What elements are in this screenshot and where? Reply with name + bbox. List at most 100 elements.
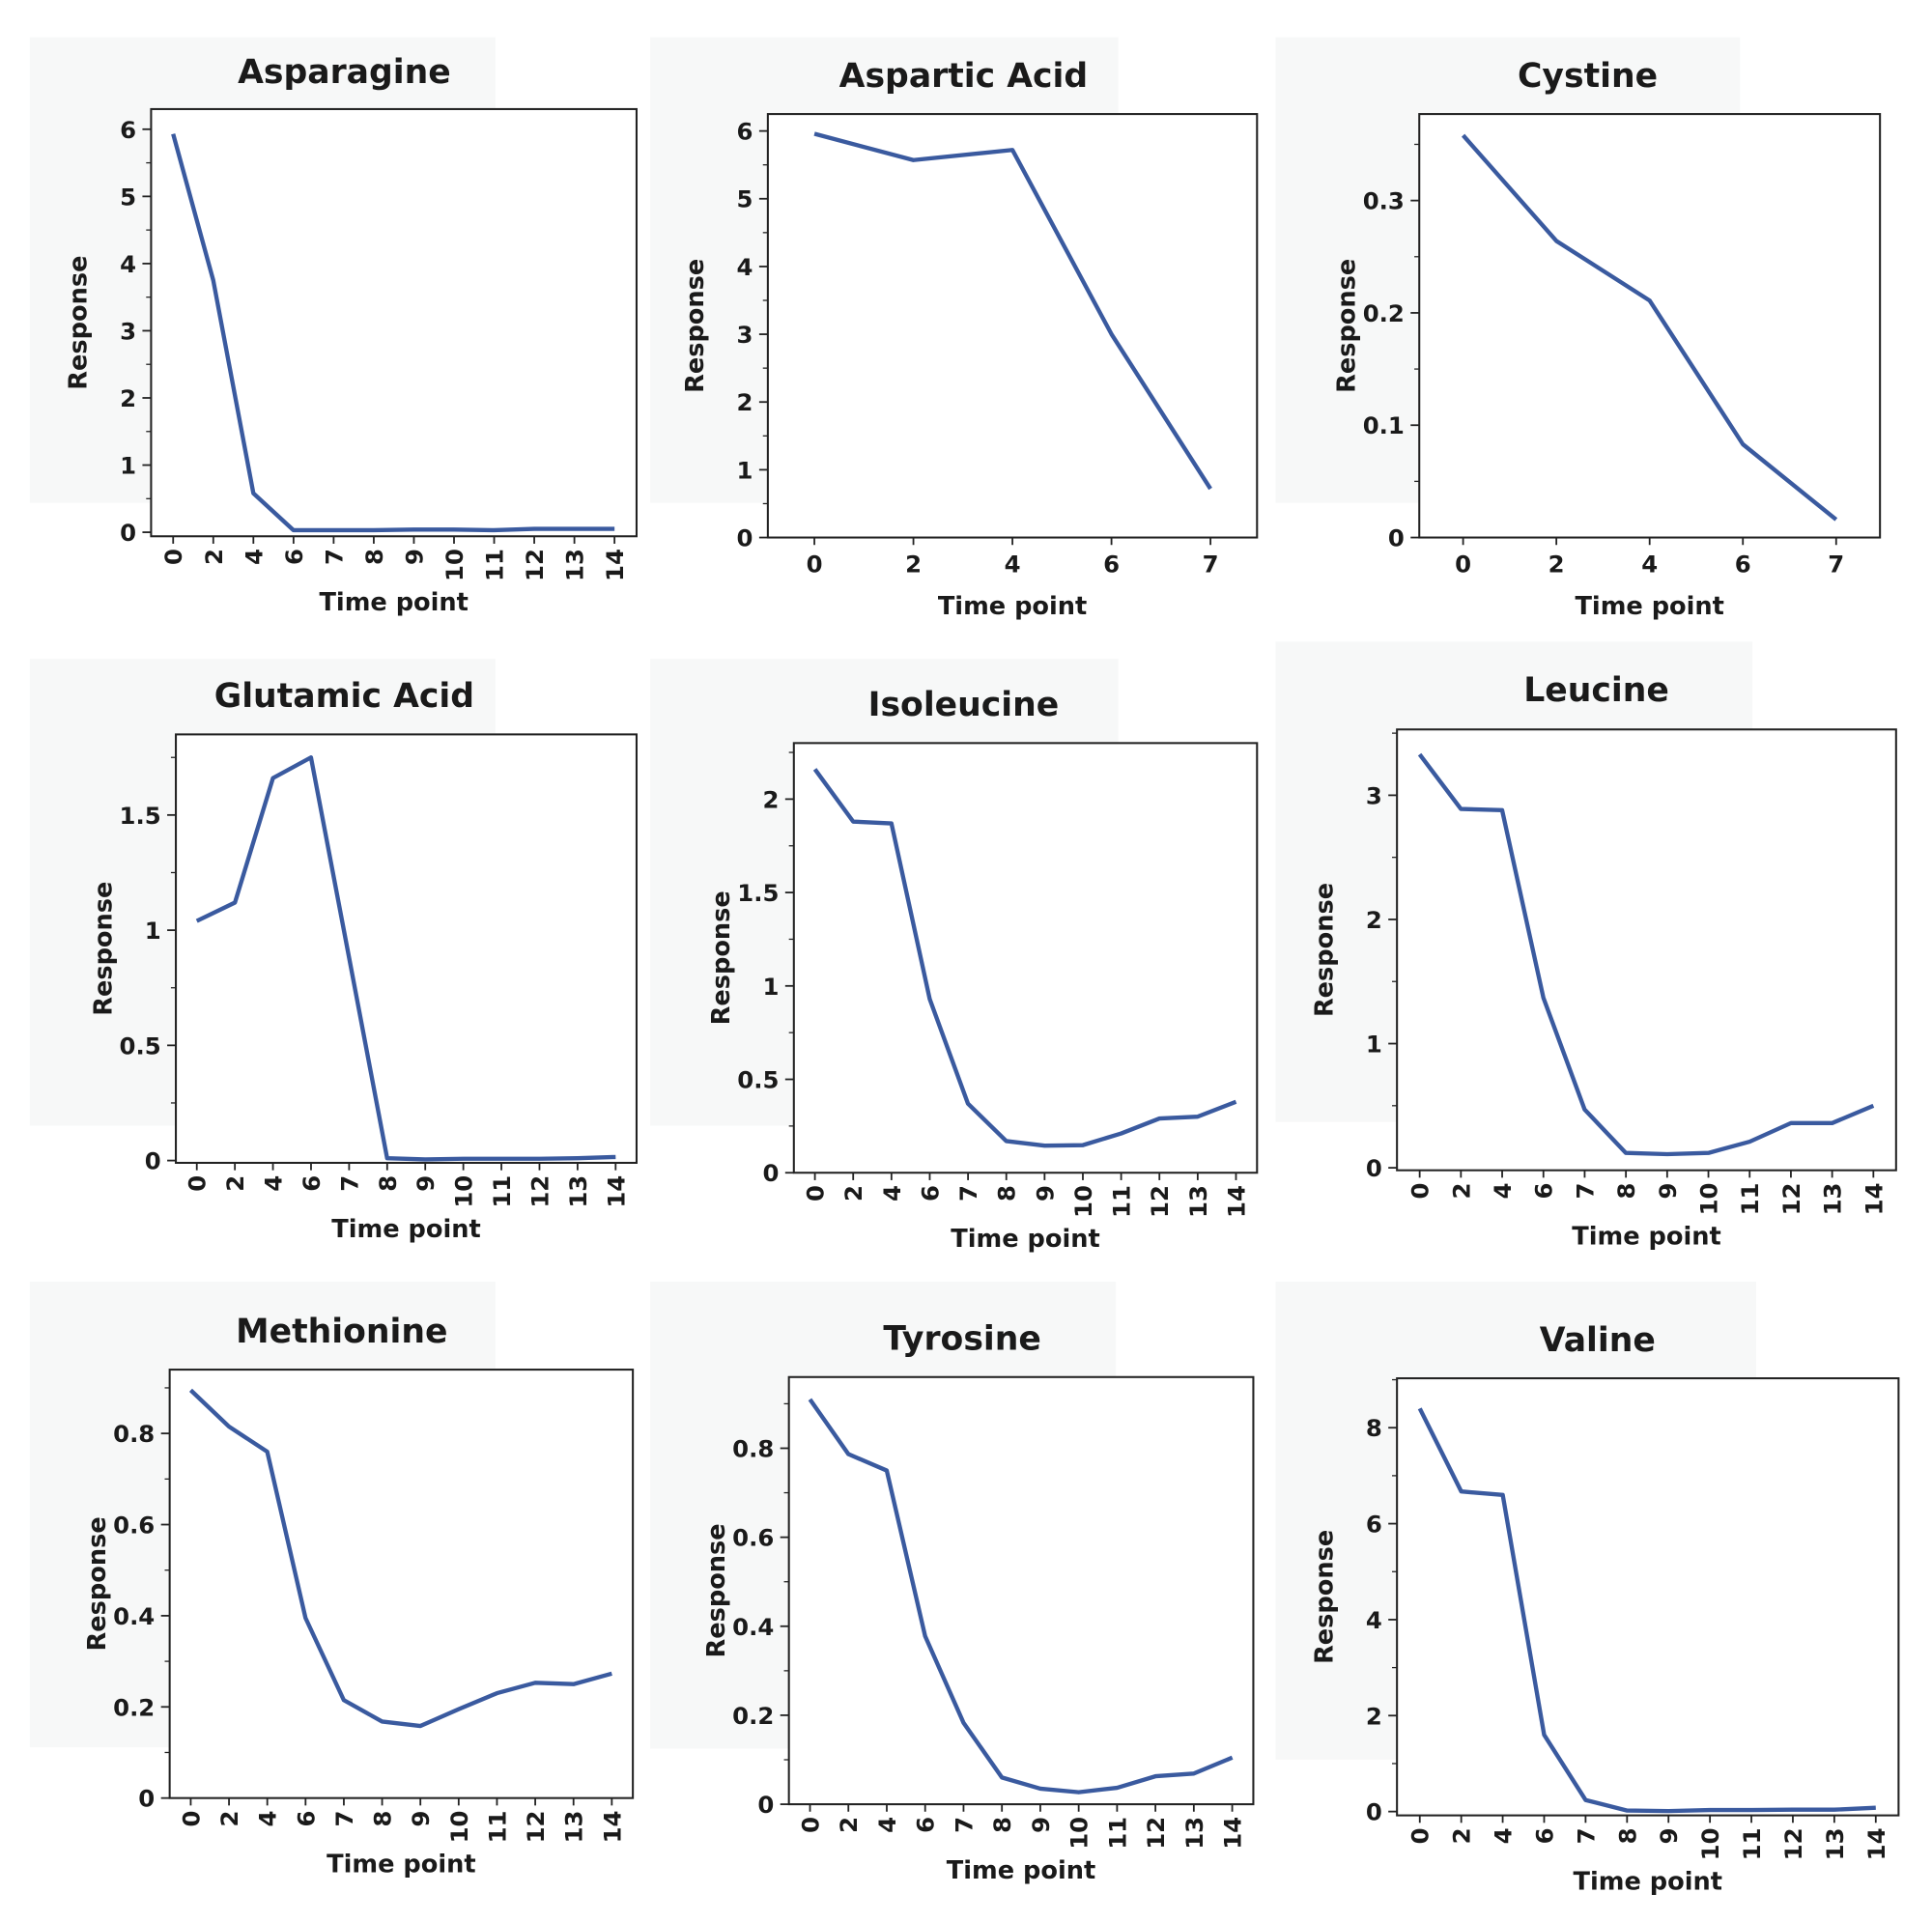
x-tick-label: 0 (159, 549, 187, 565)
x-tick-label: 6 (1530, 1182, 1558, 1199)
x-tick-label: 2 (839, 1185, 867, 1201)
x-tick-label: 2 (1447, 1182, 1475, 1199)
x-axis-label: Time point (947, 1856, 1096, 1885)
y-tick-label: 3 (1366, 781, 1382, 809)
chart-title: Aspartic Acid (839, 57, 1089, 96)
x-tick-label: 14 (598, 1810, 626, 1843)
y-tick-label: 5 (120, 183, 136, 211)
x-tick-label: 7 (950, 1817, 978, 1833)
y-tick-label: 4 (120, 250, 136, 278)
x-tick-label: 10 (1696, 1827, 1724, 1860)
y-tick-label: 0.2 (1363, 299, 1405, 327)
chart-title: Cystine (1518, 57, 1658, 96)
x-tick-label: 6 (1530, 1827, 1558, 1844)
x-tick-label: 10 (1065, 1817, 1094, 1850)
panel-cystine: Cystine 0 2 4 6 7 0 0.1 0.2 0.3 Time point Response (1275, 37, 1882, 621)
y-tick-label: 0 (1366, 1798, 1382, 1826)
x-axis-label: Time point (1575, 592, 1724, 621)
y-axis-label: Response (1310, 1530, 1339, 1664)
x-tick-label: 14 (1219, 1817, 1247, 1850)
x-tick-label: 0 (1406, 1182, 1435, 1199)
y-tick-label: 4 (1366, 1606, 1382, 1634)
x-tick-label: 4 (1490, 1827, 1518, 1844)
series-line (808, 1398, 1234, 1795)
x-tick-label: 6 (298, 1175, 326, 1192)
x-tick-label: 8 (360, 549, 388, 565)
series-line (188, 1388, 612, 1729)
y-tick-label: 0.8 (732, 1434, 774, 1462)
x-tick-label: 14 (1862, 1827, 1890, 1860)
chart-title: Methionine (236, 1313, 447, 1351)
x-tick-label: 0 (807, 550, 823, 578)
x-tick-label: 12 (1779, 1827, 1807, 1860)
x-tick-label: 9 (407, 1810, 435, 1826)
chart-title: Leucine (1523, 671, 1669, 710)
y-tick-label: 3 (120, 317, 136, 345)
x-tick-label: 10 (445, 1810, 473, 1843)
y-axis-label: Response (65, 256, 94, 390)
y-tick-label: 0.4 (113, 1602, 155, 1630)
x-tick-label: 9 (1027, 1817, 1055, 1833)
x-tick-label: 0 (802, 1185, 830, 1201)
plot-area (787, 1375, 1255, 1806)
y-tick-label: 0 (120, 519, 136, 547)
x-tick-label: 12 (526, 1175, 554, 1208)
y-tick-label: 0 (757, 1791, 774, 1819)
x-tick-label: 7 (335, 1175, 363, 1192)
panel-aspartic-acid: Aspartic Acid 0 2 4 6 7 0 1 2 3 4 5 6 Time point Respo… (650, 37, 1259, 621)
series-line (812, 768, 1237, 1148)
series-line (171, 133, 615, 533)
y-tick-label: 1 (145, 917, 161, 945)
y-axis-label: Response (83, 1516, 112, 1651)
x-tick-label: 2 (835, 1817, 863, 1833)
y-axis-label: Response (89, 882, 118, 1016)
x-tick-label: 2 (221, 1175, 249, 1192)
chart-title: Tyrosine (883, 1320, 1040, 1359)
y-tick-label: 0 (1388, 524, 1405, 552)
y-tick-label: 0 (1366, 1154, 1382, 1182)
x-tick-label: 8 (1613, 1827, 1641, 1844)
x-tick-label: 0 (1406, 1827, 1435, 1844)
chart-title: Glutamic Acid (214, 677, 474, 716)
y-tick-label: 0.2 (113, 1693, 155, 1721)
x-tick-label: 9 (1654, 1182, 1682, 1199)
x-axis-label: Time point (319, 588, 469, 617)
x-tick-label: 4 (878, 1185, 906, 1201)
series-line (1417, 1407, 1876, 1814)
x-axis-label: Time point (951, 1225, 1099, 1254)
y-tick-label: 6 (737, 118, 753, 146)
x-axis-label: Time point (938, 592, 1088, 621)
x-tick-label: 11 (1736, 1182, 1764, 1215)
y-tick-label: 1 (762, 973, 779, 1001)
x-tick-label: 7 (330, 1810, 358, 1826)
x-axis-label: Time point (327, 1851, 475, 1880)
x-tick-label: 4 (254, 1810, 282, 1826)
x-tick-label: 11 (1108, 1185, 1136, 1218)
plot-area (1396, 728, 1897, 1172)
y-tick-label: 0 (762, 1159, 779, 1187)
y-tick-label: 6 (120, 116, 136, 144)
x-tick-label: 14 (601, 549, 629, 581)
x-tick-label: 11 (481, 549, 509, 581)
x-tick-label: 2 (1548, 550, 1565, 578)
y-tick-label: 6 (1366, 1511, 1382, 1539)
x-axis-label: Time point (331, 1215, 480, 1244)
y-tick-label: 0.6 (113, 1511, 155, 1539)
x-tick-label: 14 (602, 1175, 630, 1208)
x-tick-label: 4 (260, 1175, 288, 1192)
x-tick-label: 10 (440, 549, 469, 581)
y-tick-label: 5 (737, 185, 753, 213)
x-tick-label: 13 (564, 1175, 592, 1208)
x-tick-label: 14 (1222, 1185, 1250, 1218)
y-tick-label: 1 (1366, 1031, 1382, 1059)
y-tick-label: 2 (120, 384, 136, 412)
y-tick-label: 2 (1366, 1702, 1382, 1730)
x-tick-label: 13 (1180, 1817, 1208, 1850)
x-tick-label: 4 (240, 549, 268, 565)
